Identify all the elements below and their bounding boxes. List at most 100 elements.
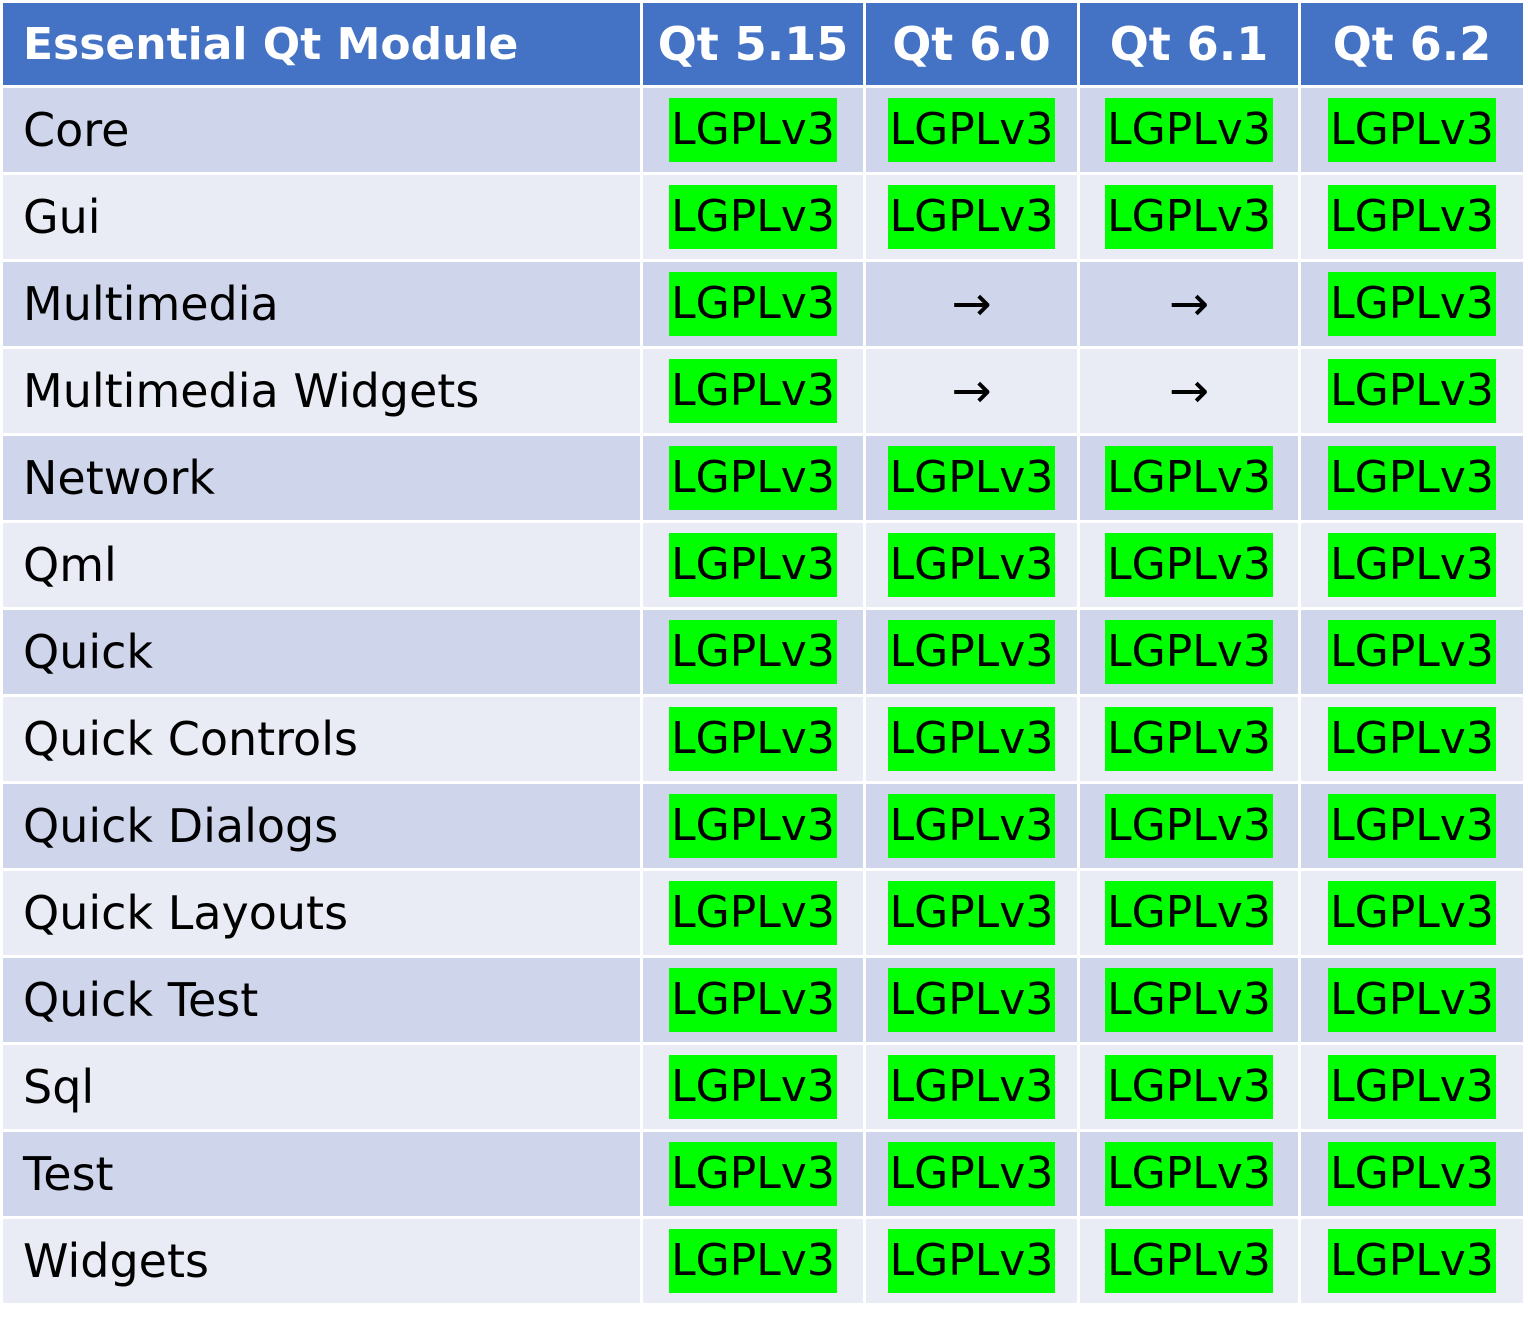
license-cell: LGPLv3 (1080, 436, 1301, 523)
license-badge: LGPLv3 (669, 185, 837, 249)
column-header-version: Qt 6.1 (1080, 3, 1301, 88)
module-name: Quick (3, 610, 643, 697)
license-cell: LGPLv3 (1301, 1045, 1523, 1132)
license-badge: LGPLv3 (887, 707, 1056, 771)
license-cell: LGPLv3 (643, 1132, 866, 1219)
table-row: Test LGPLv3 LGPLv3 LGPLv3 LGPLv3 (3, 1132, 1523, 1219)
module-name: Multimedia Widgets (3, 349, 643, 436)
license-cell: LGPLv3 (643, 1219, 866, 1306)
module-name: Multimedia (3, 262, 643, 349)
table-row: Widgets LGPLv3 LGPLv3 LGPLv3 LGPLv3 (3, 1219, 1523, 1306)
license-cell: LGPLv3 (866, 784, 1080, 871)
license-cell: LGPLv3 (643, 871, 866, 958)
license-cell: LGPLv3 (866, 610, 1080, 697)
arrow-right-icon: → (951, 276, 992, 332)
license-badge: LGPLv3 (1328, 1055, 1496, 1119)
license-badge: LGPLv3 (887, 794, 1056, 858)
column-header-module: Essential Qt Module (3, 3, 643, 88)
license-cell: LGPLv3 (643, 610, 866, 697)
license-badge: LGPLv3 (1328, 968, 1496, 1032)
license-cell: LGPLv3 (1301, 523, 1523, 610)
license-badge: LGPLv3 (1328, 98, 1496, 162)
table-row: Network LGPLv3 LGPLv3 LGPLv3 LGPLv3 (3, 436, 1523, 523)
table-row: Sql LGPLv3 LGPLv3 LGPLv3 LGPLv3 (3, 1045, 1523, 1132)
module-name: Network (3, 436, 643, 523)
license-badge: LGPLv3 (669, 881, 837, 945)
license-cell: LGPLv3 (1080, 523, 1301, 610)
column-header-version: Qt 6.2 (1301, 3, 1523, 88)
license-cell: LGPLv3 (643, 697, 866, 784)
license-badge: LGPLv3 (1328, 533, 1496, 597)
license-badge: LGPLv3 (1105, 98, 1273, 162)
license-cell: LGPLv3 (1301, 1132, 1523, 1219)
license-badge: LGPLv3 (1328, 881, 1496, 945)
arrow-right-icon: → (951, 363, 992, 419)
license-badge: LGPLv3 (1105, 794, 1273, 858)
license-cell: LGPLv3 (1301, 958, 1523, 1045)
module-name: Quick Dialogs (3, 784, 643, 871)
license-cell: LGPLv3 (643, 523, 866, 610)
table-row: Quick Test LGPLv3 LGPLv3 LGPLv3 LGPLv3 (3, 958, 1523, 1045)
license-table-container: Essential Qt Module Qt 5.15 Qt 6.0 Qt 6.… (3, 3, 1523, 1315)
license-badge: LGPLv3 (1105, 881, 1273, 945)
license-cell: LGPLv3 (1301, 88, 1523, 175)
license-cell: LGPLv3 (1080, 697, 1301, 784)
license-cell: LGPLv3 (866, 871, 1080, 958)
table-row: Qml LGPLv3 LGPLv3 LGPLv3 LGPLv3 (3, 523, 1523, 610)
license-cell: LGPLv3 (643, 175, 866, 262)
license-badge: LGPLv3 (887, 881, 1056, 945)
license-badge: LGPLv3 (669, 1055, 837, 1119)
module-name: Sql (3, 1045, 643, 1132)
license-badge: LGPLv3 (1105, 446, 1273, 510)
module-name: Quick Layouts (3, 871, 643, 958)
license-cell: LGPLv3 (1301, 436, 1523, 523)
table-body: Core LGPLv3 LGPLv3 LGPLv3 LGPLv3 Gui LGPLv3 LGP… (3, 88, 1523, 1306)
license-cell: LGPLv3 (1301, 349, 1523, 436)
license-badge: LGPLv3 (1328, 707, 1496, 771)
license-badge: LGPLv3 (1328, 1142, 1496, 1206)
license-cell: LGPLv3 (1301, 697, 1523, 784)
arrow-right-icon: → (1168, 276, 1210, 332)
module-name: Quick Test (3, 958, 643, 1045)
license-cell: LGPLv3 (866, 958, 1080, 1045)
license-badge: LGPLv3 (887, 1055, 1056, 1119)
table-row: Gui LGPLv3 LGPLv3 LGPLv3 LGPLv3 (3, 175, 1523, 262)
license-cell: LGPLv3 (643, 1045, 866, 1132)
table-row: Quick Layouts LGPLv3 LGPLv3 LGPLv3 LGPLv3 (3, 871, 1523, 958)
module-name: Qml (3, 523, 643, 610)
license-badge: LGPLv3 (1328, 446, 1496, 510)
license-badge: LGPLv3 (887, 533, 1056, 597)
license-badge: LGPLv3 (887, 185, 1056, 249)
license-badge: LGPLv3 (1328, 794, 1496, 858)
license-cell: LGPLv3 (643, 349, 866, 436)
license-badge: LGPLv3 (1328, 620, 1496, 684)
license-cell: LGPLv3 (1301, 784, 1523, 871)
license-badge: LGPLv3 (887, 1229, 1056, 1293)
license-cell: LGPLv3 (643, 262, 866, 349)
arrow-right-icon: → (1168, 363, 1210, 419)
license-badge: LGPLv3 (669, 707, 837, 771)
license-badge: LGPLv3 (887, 446, 1056, 510)
license-badge: LGPLv3 (669, 1142, 837, 1206)
license-badge: LGPLv3 (1105, 533, 1273, 597)
license-badge: LGPLv3 (669, 98, 837, 162)
license-cell: LGPLv3 (1080, 958, 1301, 1045)
license-cell: LGPLv3 (866, 436, 1080, 523)
license-cell: LGPLv3 (1080, 1132, 1301, 1219)
license-cell: LGPLv3 (1301, 610, 1523, 697)
column-header-version: Qt 5.15 (643, 3, 866, 88)
license-cell: LGPLv3 (1080, 784, 1301, 871)
license-badge: LGPLv3 (1105, 1229, 1273, 1293)
license-badge: LGPLv3 (887, 1142, 1056, 1206)
table-row: Multimedia LGPLv3 → → LGPLv3 (3, 262, 1523, 349)
license-cell: LGPLv3 (866, 175, 1080, 262)
license-cell: LGPLv3 (866, 88, 1080, 175)
module-name: Core (3, 88, 643, 175)
license-badge: LGPLv3 (1105, 1142, 1273, 1206)
license-badge: LGPLv3 (1328, 1229, 1496, 1293)
module-name: Test (3, 1132, 643, 1219)
qt-license-table: Essential Qt Module Qt 5.15 Qt 6.0 Qt 6.… (3, 3, 1523, 1306)
module-name: Gui (3, 175, 643, 262)
license-cell: LGPLv3 (866, 697, 1080, 784)
license-badge: LGPLv3 (669, 359, 837, 423)
